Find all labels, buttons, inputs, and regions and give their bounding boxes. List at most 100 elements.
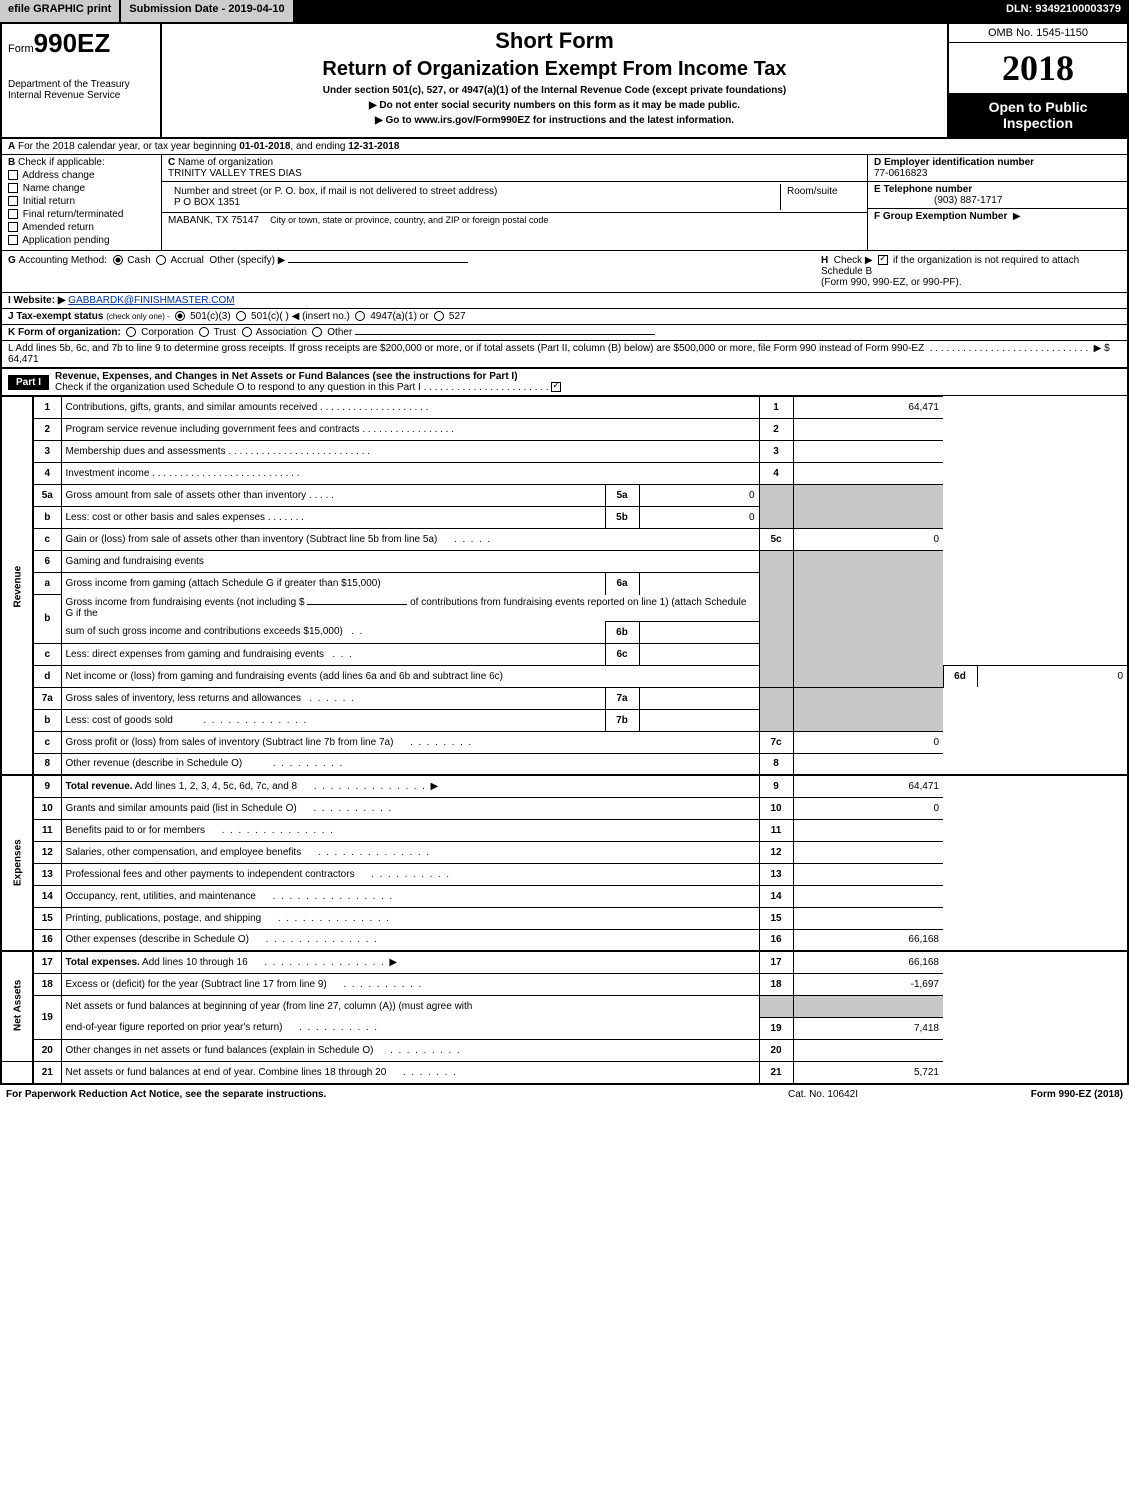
row-k-form-org: K Form of organization: Corporation Trus… — [2, 325, 1127, 341]
value-17: 66,168 — [793, 951, 943, 973]
line-18: 18 Excess or (deficit) for the year (Sub… — [2, 973, 1127, 995]
value-6c — [639, 643, 759, 665]
ein-value: 77-0616823 — [874, 168, 927, 179]
row-l-gross-receipts: L Add lines 5b, 6c, and 7b to line 9 to … — [2, 341, 1127, 369]
line-19b: end-of-year figure reported on prior yea… — [2, 1017, 1127, 1039]
d-label: D Employer identification number — [874, 157, 1034, 168]
submission-date: Submission Date - 2019-04-10 — [121, 0, 292, 22]
radio-accrual[interactable] — [156, 255, 166, 265]
open-to-public: Open to Public Inspection — [949, 93, 1127, 137]
value-7a — [639, 687, 759, 709]
line-3: 3 Membership dues and assessments . . . … — [2, 441, 1127, 463]
website-link[interactable]: GABBARDK@FINISHMASTER.COM — [68, 295, 234, 306]
line-6: 6 Gaming and fundraising events — [2, 551, 1127, 573]
line-15: 15 Printing, publications, postage, and … — [2, 907, 1127, 929]
value-8 — [793, 753, 943, 775]
org-address: P O BOX 1351 — [174, 197, 240, 208]
line-20: 20 Other changes in net assets or fund b… — [2, 1039, 1127, 1061]
check-schedule-o[interactable] — [551, 382, 561, 392]
check-initial-return[interactable]: Initial return — [8, 196, 155, 207]
value-5c: 0 — [793, 529, 943, 551]
radio-other[interactable] — [312, 327, 322, 337]
dept-treasury: Department of the Treasury — [8, 79, 154, 90]
room-suite-label: Room/suite — [781, 184, 861, 210]
radio-501c3[interactable] — [175, 311, 185, 321]
check-h[interactable] — [878, 255, 888, 265]
value-5b: 0 — [639, 507, 759, 529]
check-application-pending[interactable]: Application pending — [8, 235, 155, 246]
value-14 — [793, 885, 943, 907]
f-label: F Group Exemption Number — [874, 211, 1007, 222]
row-j-tax-status: J Tax-exempt status (check only one) - 5… — [2, 309, 1127, 325]
value-18: -1,697 — [793, 973, 943, 995]
radio-association[interactable] — [242, 327, 252, 337]
section-b-c-d-e-f: B Check if applicable: Address change Na… — [2, 155, 1127, 251]
line-16: 16 Other expenses (describe in Schedule … — [2, 929, 1127, 951]
dln-number: DLN: 93492100003379 — [998, 0, 1129, 22]
value-1: 64,471 — [793, 397, 943, 419]
value-7b — [639, 709, 759, 731]
line-13: 13 Professional fees and other payments … — [2, 863, 1127, 885]
value-5a: 0 — [639, 485, 759, 507]
value-6b — [639, 621, 759, 643]
part1-table: Revenue 1 Contributions, gifts, grants, … — [2, 396, 1127, 1083]
check-amended-return[interactable]: Amended return — [8, 222, 155, 233]
cat-no: Cat. No. 10642I — [723, 1089, 923, 1100]
radio-501c[interactable] — [236, 311, 246, 321]
line-1: Revenue 1 Contributions, gifts, grants, … — [2, 397, 1127, 419]
value-9: 64,471 — [793, 775, 943, 797]
row-a: A For the 2018 calendar year, or tax yea… — [2, 139, 1127, 155]
line-7b: b Less: cost of goods sold . . . . . . .… — [2, 709, 1127, 731]
line-8: 8 Other revenue (describe in Schedule O)… — [2, 753, 1127, 775]
return-title: Return of Organization Exempt From Incom… — [170, 58, 939, 81]
omb-number: OMB No. 1545-1150 — [949, 24, 1127, 43]
radio-corporation[interactable] — [126, 327, 136, 337]
tax-year: 2018 — [949, 43, 1127, 93]
line-7c: c Gross profit or (loss) from sales of i… — [2, 731, 1127, 753]
revenue-label: Revenue — [2, 397, 33, 776]
value-6d: 0 — [977, 665, 1127, 687]
line-6c: c Less: direct expenses from gaming and … — [2, 643, 1127, 665]
radio-4947[interactable] — [355, 311, 365, 321]
line-19: 19 Net assets or fund balances at beginn… — [2, 995, 1127, 1017]
radio-527[interactable] — [434, 311, 444, 321]
efile-print-button[interactable]: efile GRAPHIC print — [0, 0, 121, 22]
top-bar: efile GRAPHIC print Submission Date - 20… — [0, 0, 1129, 22]
part1-header: Part I Revenue, Expenses, and Changes in… — [2, 369, 1127, 396]
line-12: 12 Salaries, other compensation, and emp… — [2, 841, 1127, 863]
row-i-website: I Website: ▶ GABBARDK@FINISHMASTER.COM — [2, 293, 1127, 309]
value-10: 0 — [793, 797, 943, 819]
line-5c: c Gain or (loss) from sale of assets oth… — [2, 529, 1127, 551]
value-16: 66,168 — [793, 929, 943, 951]
line-6b-2: sum of such gross income and contributio… — [2, 621, 1127, 643]
netassets-label: Net Assets — [2, 951, 33, 1061]
expenses-label: Expenses — [2, 775, 33, 951]
check-address-change[interactable]: Address change — [8, 170, 155, 181]
form-header: Form990EZ Department of the Treasury Int… — [2, 24, 1127, 139]
e-label: E Telephone number — [874, 184, 972, 195]
row-g-h: G Accounting Method: Cash Accrual Other … — [2, 251, 1127, 293]
org-city-state: MABANK, TX 75147 — [168, 215, 259, 226]
line-2: 2 Program service revenue including gove… — [2, 419, 1127, 441]
line-7a: 7a Gross sales of inventory, less return… — [2, 687, 1127, 709]
value-19: 7,418 — [793, 1017, 943, 1039]
line-6b-1: b Gross income from fundraising events (… — [2, 595, 1127, 622]
check-name-change[interactable]: Name change — [8, 183, 155, 194]
line-17: Net Assets 17 Total expenses. Add lines … — [2, 951, 1127, 973]
value-15 — [793, 907, 943, 929]
b-label: B — [8, 157, 15, 168]
form-ref: Form 990-EZ (2018) — [923, 1089, 1123, 1100]
radio-trust[interactable] — [199, 327, 209, 337]
check-final-return[interactable]: Final return/terminated — [8, 209, 155, 220]
short-form-title: Short Form — [170, 28, 939, 54]
form-number: 990EZ — [34, 28, 111, 58]
value-3 — [793, 441, 943, 463]
value-13 — [793, 863, 943, 885]
line-14: 14 Occupancy, rent, utilities, and maint… — [2, 885, 1127, 907]
radio-cash[interactable] — [113, 255, 123, 265]
goto-link[interactable]: ▶ Go to www.irs.gov/Form990EZ for instru… — [170, 115, 939, 126]
value-11 — [793, 819, 943, 841]
value-20 — [793, 1039, 943, 1061]
line-10: 10 Grants and similar amounts paid (list… — [2, 797, 1127, 819]
value-7c: 0 — [793, 731, 943, 753]
